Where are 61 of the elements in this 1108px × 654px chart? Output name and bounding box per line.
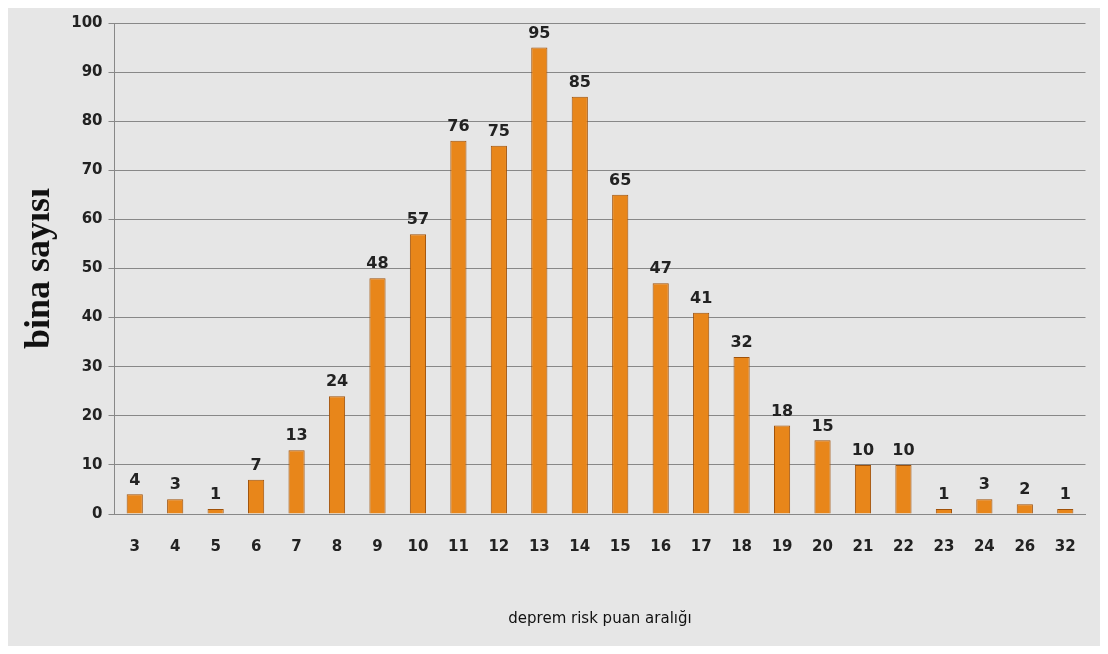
y-tick-label: 90 (81, 61, 103, 80)
y-tick-label: 0 (92, 503, 103, 522)
x-tick-label: 8 (331, 536, 343, 555)
x-tick-label: 10 (407, 536, 429, 555)
x-tick-label: 26 (1014, 536, 1036, 555)
x-tick-label: 20 (812, 536, 833, 555)
data-label: 4 (129, 469, 141, 489)
y-tick-label: 20 (81, 405, 103, 424)
x-tick-label: 7 (291, 536, 302, 555)
data-label: 10 (851, 440, 875, 460)
y-tick-label: 60 (81, 209, 103, 228)
x-tick-label: 21 (852, 536, 874, 555)
y-tick-label: 30 (81, 356, 103, 375)
data-label: 48 (366, 253, 389, 273)
data-label: 95 (528, 22, 551, 42)
x-tick-label: 5 (210, 536, 221, 555)
x-tick-label: 13 (528, 536, 550, 555)
data-label: 3 (169, 474, 181, 494)
data-label: 18 (770, 400, 794, 420)
x-tick-label: 32 (1054, 536, 1076, 555)
data-label: 65 (609, 170, 632, 190)
data-label: 3 (978, 474, 990, 494)
x-tick-label: 14 (569, 536, 591, 555)
y-tick-label: 70 (81, 160, 103, 179)
y-tick-label: 100 (71, 12, 103, 31)
data-label: 57 (406, 209, 430, 229)
x-tick-label: 23 (933, 536, 955, 555)
data-label: 15 (811, 415, 834, 435)
x-tick-label: 22 (893, 536, 914, 555)
data-label: 47 (649, 258, 672, 278)
x-tick-label: 3 (129, 536, 140, 555)
x-tick-label: 6 (250, 536, 262, 555)
y-axis-title: bina sayısı (16, 187, 57, 350)
data-label: 1 (938, 484, 950, 504)
x-tick-label: 18 (731, 536, 753, 555)
x-tick-label: 17 (690, 536, 712, 555)
data-label: 7 (250, 454, 262, 474)
x-tick-label: 15 (609, 536, 631, 555)
data-label: 13 (285, 425, 308, 445)
data-label: 1 (210, 484, 222, 504)
data-label: 75 (487, 120, 510, 140)
x-tick-label: 16 (650, 536, 672, 555)
data-label: 76 (447, 116, 470, 135)
data-label: 24 (325, 371, 349, 391)
y-tick-label: 80 (81, 111, 103, 130)
x-tick-label: 4 (169, 536, 181, 555)
y-tick-label: 10 (81, 454, 103, 473)
x-axis-title: deprem risk puan aralığı (508, 608, 692, 627)
y-tick-label: 50 (81, 258, 103, 277)
x-tick-label: 9 (372, 536, 383, 555)
x-tick-label: 11 (447, 536, 469, 555)
data-label: 10 (892, 440, 915, 460)
data-label: 41 (690, 287, 713, 307)
data-label: 1 (1059, 484, 1071, 504)
y-tick-label: 40 (81, 307, 103, 326)
x-tick-label: 24 (973, 536, 995, 555)
x-tick-label: 12 (488, 536, 510, 555)
data-label: 85 (568, 71, 591, 91)
data-label: 2 (1019, 479, 1031, 499)
x-tick-label: 19 (771, 536, 793, 555)
data-label: 32 (730, 332, 753, 352)
